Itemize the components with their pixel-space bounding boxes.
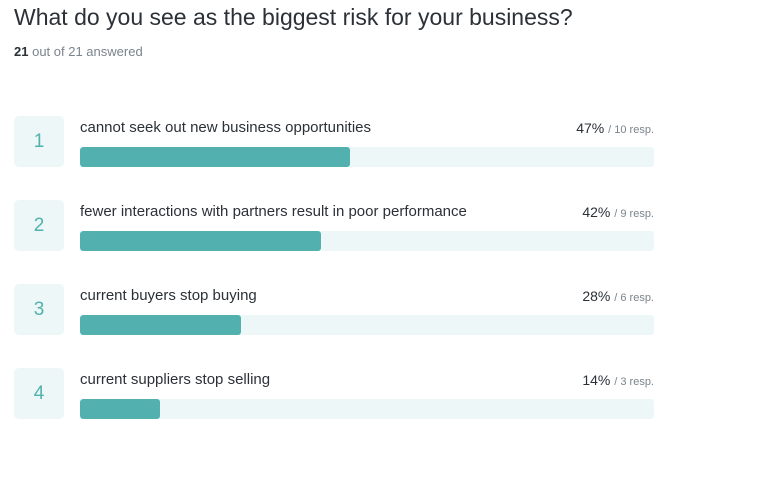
rank-badge: 1 — [14, 116, 64, 167]
answer-label: current buyers stop buying — [80, 287, 257, 304]
answer-item: 1 cannot seek out new business opportuni… — [0, 116, 764, 172]
response-count-label: / 9 resp. — [614, 208, 654, 220]
bar-fill — [80, 231, 322, 251]
percent-label: 42% — [582, 204, 611, 220]
bar-fill — [80, 147, 350, 167]
rank-badge: 3 — [14, 284, 64, 335]
bar-track — [80, 231, 654, 251]
response-count-label: / 3 resp. — [614, 376, 654, 388]
answer-stat: 28% / 6 resp. — [582, 288, 654, 304]
answered-count: 21 — [14, 44, 29, 59]
answer-item: 2 fewer interactions with partners resul… — [0, 200, 764, 256]
bar-track — [80, 315, 654, 335]
answered-suffix: out of 21 answered — [32, 44, 143, 59]
response-count-label: / 10 resp. — [608, 124, 654, 136]
answer-stat: 14% / 3 resp. — [582, 372, 654, 388]
percent-label: 47% — [576, 120, 605, 136]
answer-label: cannot seek out new business opportuniti… — [80, 119, 372, 136]
answer-stat: 42% / 9 resp. — [582, 204, 654, 220]
answer-label: fewer interactions with partners result … — [80, 203, 467, 220]
bar-track — [80, 147, 654, 167]
bar-fill — [80, 399, 161, 419]
rank-badge: 4 — [14, 368, 64, 419]
answered-summary: 21 out of 21 answered — [14, 44, 143, 59]
response-count-label: / 6 resp. — [614, 292, 654, 304]
answer-label: current suppliers stop selling — [80, 371, 271, 388]
rank-badge: 2 — [14, 200, 64, 251]
bar-track — [80, 399, 654, 419]
answer-item: 4 current suppliers stop selling 14% / 3… — [0, 368, 764, 424]
answer-item: 3 current buyers stop buying 28% / 6 res… — [0, 284, 764, 340]
percent-label: 28% — [582, 288, 611, 304]
answer-stat: 47% / 10 resp. — [576, 120, 654, 136]
percent-label: 14% — [582, 372, 611, 388]
bar-fill — [80, 315, 241, 335]
question-title: What do you see as the biggest risk for … — [14, 4, 573, 30]
